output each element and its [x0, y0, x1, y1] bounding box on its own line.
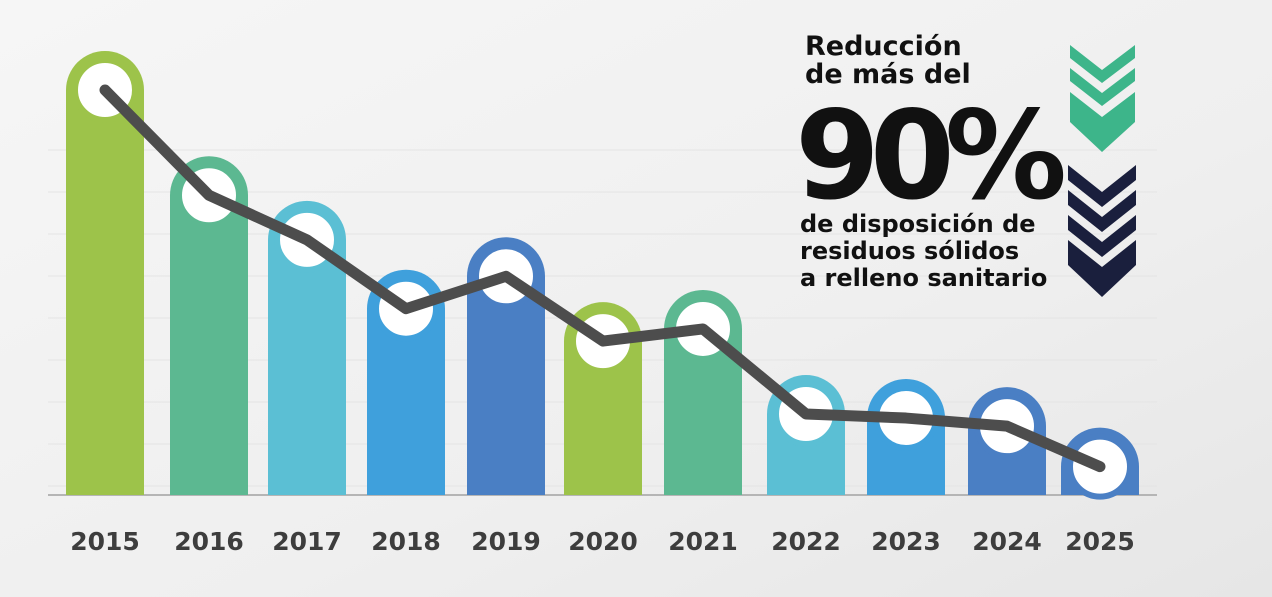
x-tick-label: 2021 [668, 527, 738, 556]
x-tick-label: 2017 [272, 527, 342, 556]
annotation-line: de disposición de [800, 210, 1036, 238]
x-tick-label: 2016 [174, 527, 244, 556]
x-tick-label: 2019 [471, 527, 541, 556]
annotation-line: residuos sólidos [800, 237, 1019, 265]
x-tick-label: 2018 [371, 527, 441, 556]
chevrons-green [1070, 45, 1135, 152]
trend [72, 57, 1133, 500]
annotation: Reducción de más del 90% de disposición … [795, 31, 1074, 292]
x-tick-label: 2024 [972, 527, 1042, 556]
x-tick-label: 2020 [568, 527, 638, 556]
bar [268, 200, 346, 495]
bar [170, 156, 248, 496]
x-tick-label: 2015 [70, 527, 140, 556]
annotation-line: Reducción [805, 31, 962, 62]
categories: 2015 2016 2017 2018 2019 2020 2021 2022 2023 2024… [70, 527, 1135, 556]
annotation-line: a relleno sanitario [800, 264, 1047, 292]
bar [66, 51, 144, 495]
annotation-line: de más del [805, 59, 971, 90]
chevrons-navy [1068, 165, 1136, 297]
x-tick-label: 2025 [1065, 527, 1135, 556]
line [99, 84, 1106, 473]
x-tick-label: 2022 [771, 527, 841, 556]
x-tick-label: 2023 [871, 527, 941, 556]
annotation-big: 90% [795, 85, 1064, 227]
